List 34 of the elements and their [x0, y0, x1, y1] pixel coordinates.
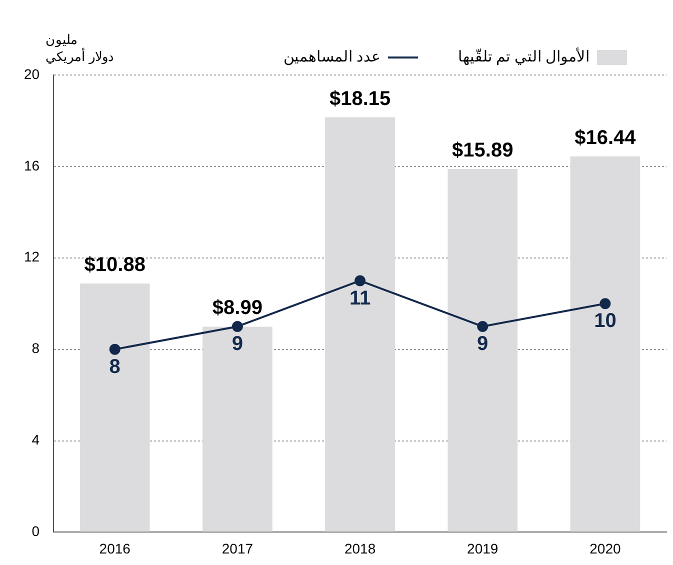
x-tick-label: 2018: [344, 540, 376, 556]
point: [109, 344, 120, 355]
y-tick-label: 8: [32, 340, 40, 356]
point: [477, 320, 488, 332]
legend-label: الأموال التي تم تلقّيها: [458, 48, 590, 66]
data-label: $15.89: [452, 139, 514, 162]
data-label: $16.44: [574, 126, 637, 149]
x-tick-label: 2020: [590, 540, 621, 556]
data-label: 10: [594, 310, 616, 332]
data-label: 9: [477, 332, 488, 355]
data-label: 8: [109, 356, 120, 378]
bar: [80, 283, 150, 532]
point: [600, 298, 611, 310]
y-tick-label: 16: [24, 157, 40, 174]
bar: [325, 117, 395, 532]
data-label: $18.15: [329, 88, 391, 110]
data-label: 9: [232, 332, 244, 355]
legend-label: عدد المساهمين: [283, 48, 380, 66]
y-tick-label: 4: [32, 432, 40, 448]
y-tick-label: 0: [32, 523, 40, 540]
x-tick-label: 2016: [99, 540, 131, 556]
bar: [570, 156, 640, 532]
x-tick-label: 2019: [467, 540, 498, 556]
point: [354, 275, 366, 286]
data-label: $8.99: [212, 297, 262, 320]
bar: [202, 326, 272, 532]
bar: [448, 168, 518, 532]
y-tick-label: 20: [24, 66, 40, 82]
data-label: $10.88: [84, 254, 146, 276]
y-tick-label: 12: [24, 248, 40, 265]
x-tick-label: 2017: [222, 540, 254, 556]
data-label: 11: [349, 287, 371, 310]
point: [232, 320, 243, 332]
y-axis-title: مليون دولار أمريكي: [46, 32, 114, 65]
